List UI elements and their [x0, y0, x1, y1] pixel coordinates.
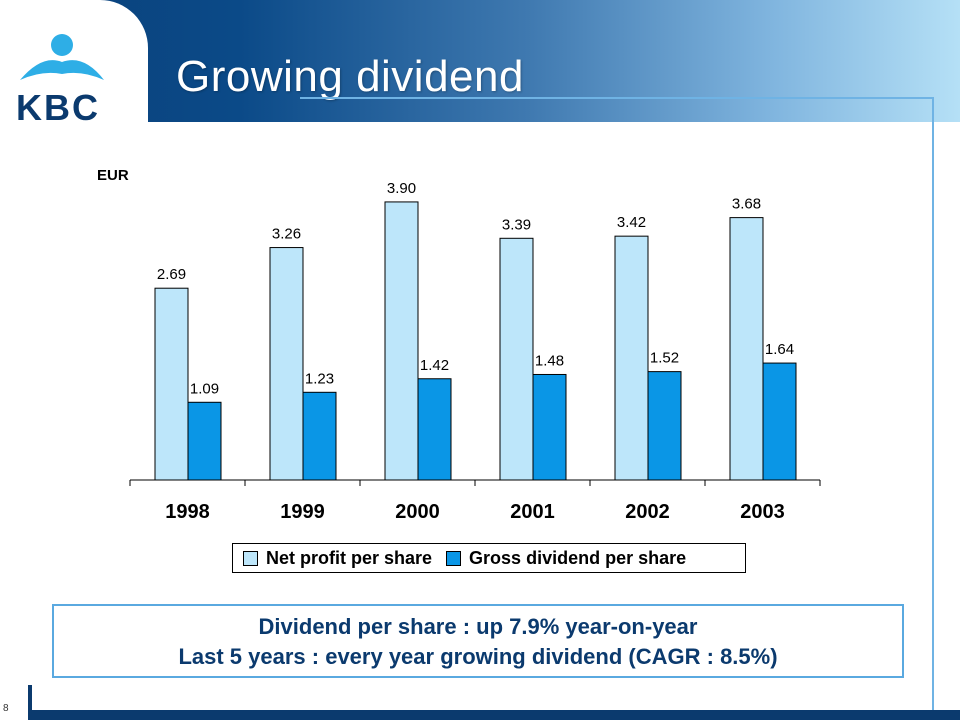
data-label-net-profit-1998: 2.69 [157, 266, 186, 283]
frame-line-right [932, 97, 934, 720]
data-label-net-profit-2002: 3.42 [617, 214, 646, 231]
chart-legend: Net profit per share Gross dividend per … [232, 543, 746, 573]
callout-line-2: Last 5 years : every year growing divide… [178, 644, 778, 669]
page-number: 8 [3, 703, 9, 714]
bar-net-profit-1999 [269, 247, 304, 481]
kbc-logo-graphic: KBC [16, 34, 104, 128]
logo-text: KBC [16, 87, 100, 122]
bar-net-profit-1998 [154, 287, 189, 481]
callout-line-1: Dividend per share : up 7.9% year-on-yea… [258, 614, 698, 639]
bar-net-profit-2000 [384, 201, 419, 481]
legend-swatch-net-profit [243, 550, 258, 566]
data-label-net-profit-2003: 3.68 [732, 196, 761, 213]
data-label-net-profit-2001: 3.39 [502, 216, 531, 233]
x-tick-label-2002: 2002 [625, 501, 670, 523]
data-label-gross-dividend-2001: 1.48 [535, 352, 564, 369]
data-label-net-profit-1999: 3.26 [272, 226, 301, 243]
legend-item-net-profit: Net profit per share [243, 548, 432, 569]
bar-gross-dividend-1999 [302, 391, 337, 481]
x-tick-label-2000: 2000 [395, 501, 440, 523]
bar-net-profit-2003 [729, 217, 764, 481]
legend-label-net-profit: Net profit per share [266, 547, 433, 568]
header-band [0, 0, 960, 122]
bar-net-profit-2001 [499, 237, 534, 481]
data-label-gross-dividend-2003: 1.64 [765, 341, 794, 358]
legend-item-gross-dividend: Gross dividend per share [446, 548, 686, 569]
bar-gross-dividend-2001 [532, 373, 567, 481]
x-tick-label-1999: 1999 [280, 501, 325, 523]
frame-line-bottom [28, 710, 960, 720]
bar-gross-dividend-2003 [762, 362, 797, 481]
data-label-gross-dividend-1999: 1.23 [305, 370, 334, 387]
frame-line-left [28, 685, 32, 720]
slide-title: Growing dividend [176, 52, 524, 101]
data-label-gross-dividend-2002: 1.52 [650, 350, 679, 367]
x-tick-label-2003: 2003 [740, 501, 785, 523]
x-tick-label-2001: 2001 [510, 501, 555, 523]
legend-swatch-gross-dividend [446, 550, 462, 566]
data-label-gross-dividend-1998: 1.09 [190, 380, 219, 397]
data-label-gross-dividend-2000: 1.42 [420, 357, 449, 374]
x-tick-label-1998: 1998 [165, 501, 210, 523]
bar-gross-dividend-2002 [647, 371, 682, 481]
callout-box: Dividend per share : up 7.9% year-on-yea… [52, 604, 904, 678]
unit-label: EUR [97, 167, 129, 184]
bar-gross-dividend-1998 [187, 401, 222, 481]
data-label-net-profit-2000: 3.90 [387, 180, 416, 197]
legend-label-gross-dividend: Gross dividend per share [469, 547, 687, 568]
frame-line-top [300, 97, 934, 99]
bar-net-profit-2002 [614, 235, 649, 481]
bar-gross-dividend-2000 [417, 378, 452, 481]
kbc-logo: KBC [0, 0, 148, 128]
